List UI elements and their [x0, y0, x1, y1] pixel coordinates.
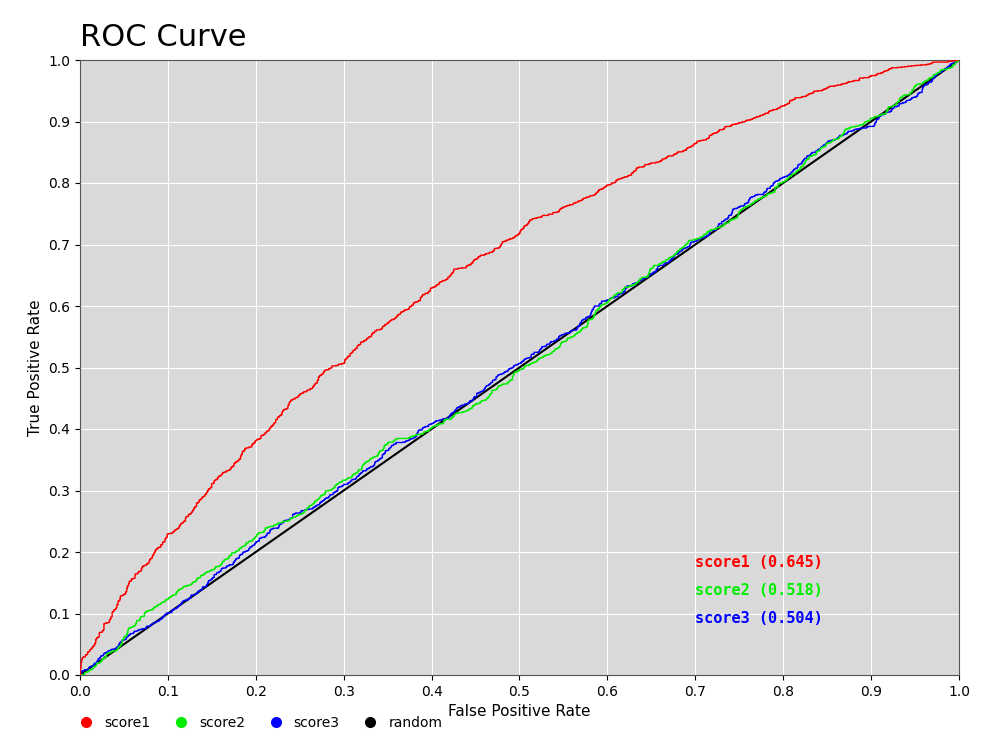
- Y-axis label: True Positive Rate: True Positive Rate: [28, 299, 43, 436]
- Text: score2 (0.518): score2 (0.518): [695, 583, 823, 598]
- Text: score1 (0.645): score1 (0.645): [695, 555, 823, 570]
- X-axis label: False Positive Rate: False Positive Rate: [449, 704, 590, 719]
- Text: score3 (0.504): score3 (0.504): [695, 610, 823, 626]
- Text: ROC Curve: ROC Curve: [80, 23, 247, 52]
- Legend: score1, score2, score3, random: score1, score2, score3, random: [67, 710, 448, 736]
